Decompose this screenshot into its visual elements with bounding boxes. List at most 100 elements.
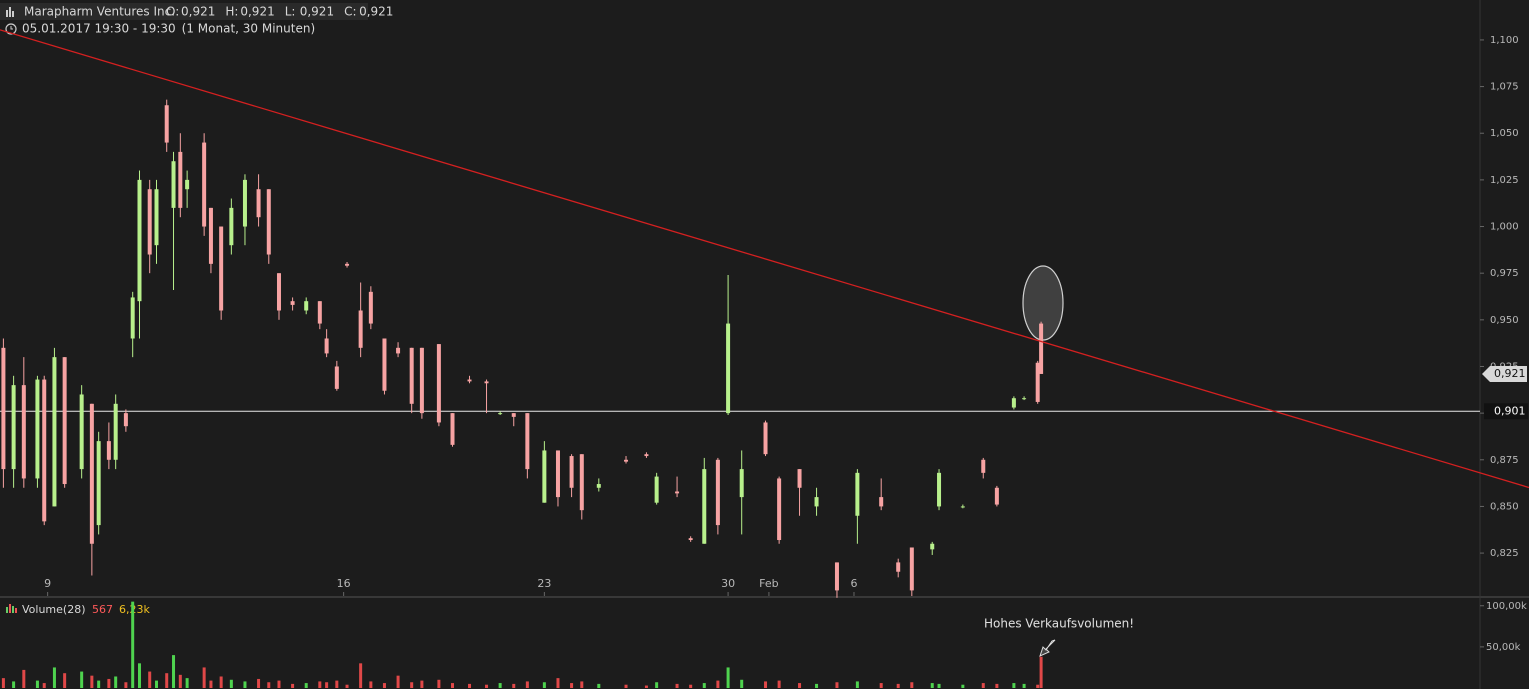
volume-last: 567 bbox=[92, 603, 113, 616]
volume-bar bbox=[131, 601, 135, 688]
candle-body bbox=[11, 385, 16, 470]
volume-bar bbox=[304, 683, 308, 688]
candle-body bbox=[726, 323, 731, 414]
chart-title: Marapharm Ventures Inc. bbox=[24, 5, 175, 19]
volume-bar bbox=[63, 673, 67, 688]
candle-body bbox=[164, 105, 169, 143]
volume-bar bbox=[498, 683, 502, 688]
candle-body bbox=[409, 347, 414, 404]
volume-bar bbox=[570, 683, 574, 688]
y-tick-label: 0,825 bbox=[1490, 548, 1519, 559]
volume-bar bbox=[335, 680, 339, 688]
candle-body bbox=[42, 379, 47, 522]
candle-body bbox=[171, 161, 176, 208]
volume-bar bbox=[764, 681, 768, 688]
volume-bar bbox=[675, 683, 679, 688]
candle-body bbox=[596, 484, 601, 488]
volume-bar bbox=[318, 681, 322, 688]
candle-body bbox=[147, 189, 152, 255]
ohlc-value: 0,921 bbox=[359, 5, 393, 19]
x-tick-label: 9 bbox=[44, 577, 51, 590]
candle-body bbox=[35, 379, 40, 479]
ohlc-header: O: 0,921 H: 0,921 L: 0,921 C: 0,921 bbox=[166, 5, 393, 19]
candle-body bbox=[834, 562, 839, 591]
volume-bar bbox=[726, 667, 730, 688]
volume-bar bbox=[267, 682, 271, 688]
header-box bbox=[0, 3, 368, 20]
candle-body bbox=[739, 469, 744, 498]
annotation: Hohes Verkaufsvolumen! bbox=[984, 617, 1134, 631]
y-tick-label: 0,850 bbox=[1490, 501, 1519, 512]
period: (1 Monat, 30 Minuten) bbox=[182, 22, 315, 36]
candle-body bbox=[1039, 323, 1044, 374]
volume-bar bbox=[995, 683, 999, 688]
volume-bar bbox=[107, 678, 111, 688]
volume-bar bbox=[597, 683, 601, 688]
volume-bar bbox=[624, 684, 628, 688]
trend-line bbox=[0, 29, 1529, 489]
candle-body bbox=[896, 562, 901, 572]
volume-bar bbox=[291, 683, 295, 688]
candle-body bbox=[525, 413, 530, 470]
x-tick-label: 30 bbox=[721, 577, 735, 590]
volume-bar bbox=[777, 680, 781, 688]
volume-average: 6,23k bbox=[119, 603, 150, 616]
volume-bar bbox=[359, 663, 363, 688]
volume-bar bbox=[410, 682, 414, 688]
volume-bar bbox=[937, 683, 941, 688]
y-tick-label: 1,000 bbox=[1490, 222, 1519, 233]
volume-bar bbox=[22, 669, 26, 688]
candle-body bbox=[96, 441, 101, 526]
clock-hands bbox=[10, 26, 13, 30]
candle-body bbox=[382, 338, 387, 391]
candle-body bbox=[185, 179, 190, 190]
candle-body bbox=[113, 403, 118, 460]
candle-body bbox=[994, 487, 999, 505]
candle-body bbox=[154, 189, 159, 246]
candle-body bbox=[981, 459, 986, 473]
volume-bar bbox=[420, 680, 424, 688]
x-tick-label: Feb bbox=[759, 577, 778, 590]
volume-bar bbox=[52, 667, 56, 688]
volume-bar bbox=[1036, 684, 1040, 688]
volume-bar bbox=[961, 684, 965, 688]
volume-bar bbox=[798, 683, 802, 688]
candle-body bbox=[123, 413, 128, 427]
volume-tick-label: 100,00k bbox=[1486, 601, 1527, 612]
volume-bar bbox=[835, 682, 839, 688]
candle-body bbox=[644, 454, 649, 457]
volume-bar bbox=[148, 671, 152, 688]
candle-body bbox=[715, 459, 720, 526]
candle-body bbox=[368, 291, 373, 324]
ohlc-value: 0,921 bbox=[300, 5, 334, 19]
candle-body bbox=[569, 456, 574, 488]
candle-body bbox=[358, 310, 363, 348]
candle-body bbox=[937, 472, 942, 507]
volume-bar bbox=[97, 680, 101, 688]
volume-bar bbox=[229, 679, 233, 688]
candle-body bbox=[219, 226, 224, 311]
y-tick-label: 0,875 bbox=[1490, 455, 1519, 466]
volume-bar bbox=[716, 680, 720, 688]
volume-bar bbox=[525, 681, 529, 688]
volume-bar bbox=[1, 678, 5, 688]
x-tick-label: 23 bbox=[537, 577, 551, 590]
volume-bar bbox=[556, 678, 560, 688]
candle-body bbox=[855, 472, 860, 516]
candle-body bbox=[334, 366, 339, 389]
candle-body bbox=[777, 478, 782, 541]
volume-bar bbox=[80, 671, 84, 688]
volume-bar bbox=[243, 681, 247, 688]
volume-bar bbox=[580, 681, 584, 688]
candle-body bbox=[276, 273, 281, 311]
volume-bar bbox=[165, 673, 169, 688]
candle-body bbox=[624, 459, 629, 462]
volume-bar bbox=[879, 683, 883, 688]
candle-body bbox=[130, 297, 135, 339]
volume-bar bbox=[12, 681, 16, 688]
volume-bar bbox=[42, 683, 46, 688]
volume-bar bbox=[90, 675, 94, 688]
candle-body bbox=[436, 344, 441, 423]
volume-bar bbox=[382, 683, 386, 688]
